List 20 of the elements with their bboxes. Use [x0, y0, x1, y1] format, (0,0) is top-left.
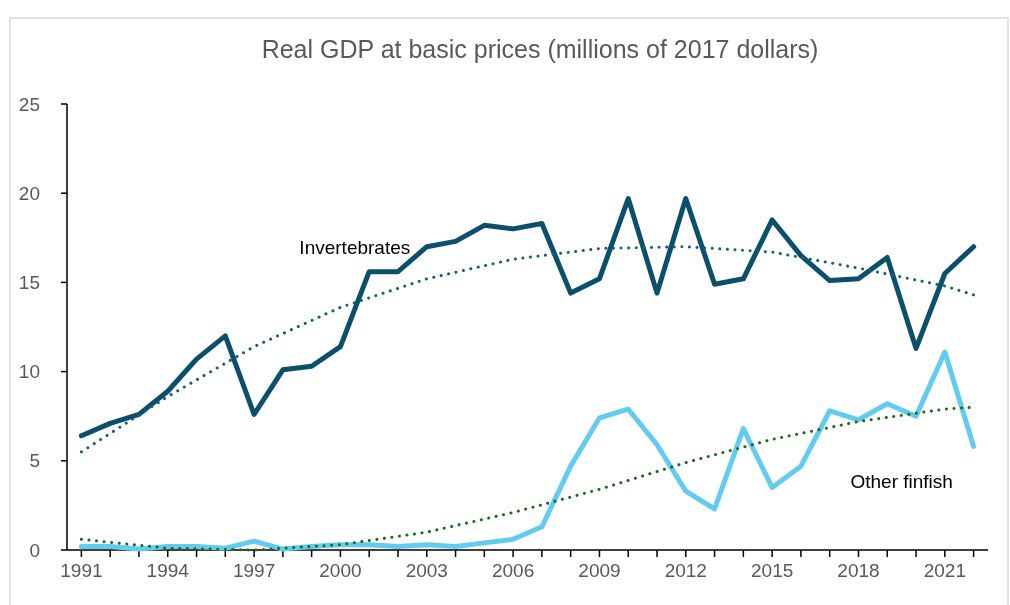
x-tick-label: 2000 [319, 560, 362, 581]
series-label: Other finfish [850, 470, 953, 492]
chart-title: Real GDP at basic prices (millions of 2017 dollars) [261, 35, 819, 63]
y-tick-label: 0 [29, 539, 40, 561]
x-tick-label: 2003 [405, 560, 448, 581]
x-tick-label: 2021 [923, 560, 966, 581]
x-tick-label: 2009 [578, 560, 621, 581]
y-tick-label: 10 [18, 361, 40, 383]
x-tick-label: 1991 [60, 560, 103, 581]
x-tick-label: 2012 [664, 560, 707, 581]
y-tick-label: 25 [18, 93, 40, 115]
y-tick-label: 15 [18, 272, 40, 294]
x-tick-label: 2018 [837, 560, 880, 581]
y-tick-label: 5 [29, 450, 40, 472]
y-tick-label: 20 [18, 182, 40, 204]
x-tick-label: 2015 [751, 560, 794, 581]
x-tick-label: 1994 [146, 560, 190, 581]
x-tick-label: 2006 [491, 560, 535, 581]
series-label: Invertebrates [299, 236, 411, 258]
x-tick-label: 1997 [232, 560, 276, 581]
